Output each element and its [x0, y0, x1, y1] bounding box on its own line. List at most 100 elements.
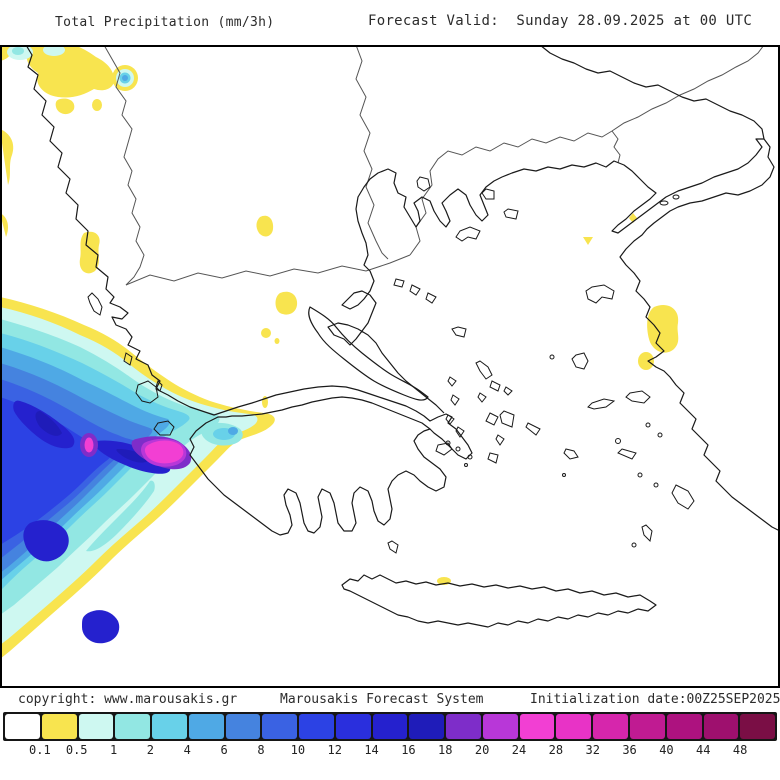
island-kefalonia — [135, 380, 159, 404]
island-tinos — [489, 380, 501, 392]
islet-dodecanese-2 — [657, 432, 663, 438]
colorbar-segment — [41, 714, 77, 739]
colorbar-segment — [5, 714, 40, 739]
island-marmara-2 — [672, 194, 680, 200]
island-serifos — [445, 414, 455, 425]
islands — [87, 176, 695, 554]
map-area — [0, 44, 780, 688]
island-psara — [549, 354, 555, 360]
island-lesbos — [585, 284, 615, 304]
island-kos — [617, 448, 637, 460]
island-kalymnos — [615, 438, 621, 444]
greece-precipitation-map — [0, 44, 780, 688]
colorbar-label: 2 — [146, 743, 155, 757]
colorbar-label: 0.1 — [29, 743, 51, 757]
colorbar-segment — [519, 714, 555, 739]
coastline-west-greece — [25, 44, 473, 460]
island-andros — [475, 360, 493, 380]
colorbar — [3, 712, 777, 741]
init-date-text: Initialization date:00Z25SEP2025 — [530, 692, 780, 707]
island-chios — [571, 352, 589, 370]
colorbar-label: 1 — [109, 743, 118, 757]
island-amorgos — [525, 422, 541, 436]
island-imbros — [503, 208, 519, 220]
island-ikaria — [587, 398, 616, 410]
island-limnos — [455, 226, 481, 242]
island-skopelos — [409, 284, 421, 296]
precipitation-layers — [0, 44, 679, 659]
colorbar-segment — [188, 714, 224, 739]
islet-dodecanese-4 — [653, 482, 659, 488]
colorbar-label: 16 — [401, 743, 416, 757]
island-ios — [495, 434, 505, 446]
colorbar-label: 28 — [548, 743, 564, 757]
island-kasos — [631, 542, 637, 548]
island-spetses — [467, 454, 473, 460]
island-marmara-1 — [659, 200, 669, 206]
islet-dodecanese-1 — [645, 422, 651, 428]
colorbar-label: 4 — [183, 743, 191, 757]
colorbar-label: 44 — [696, 743, 711, 757]
island-zakynthos — [153, 420, 175, 436]
colorbar-label: 0.5 — [65, 743, 88, 757]
colorbar-label: 24 — [511, 743, 527, 757]
system-name-text: Marousakis Forecast System — [280, 692, 484, 707]
colorbar-segment — [703, 714, 739, 739]
islet-b — [562, 473, 566, 477]
colorbar-label: 32 — [585, 743, 600, 757]
island-thasos — [416, 176, 431, 192]
colorbar-labels: 0.1 0.5 1 2 4 6 8 10 12 14 16 18 20 24 28 32 36 40 44 48 — [3, 743, 777, 760]
colorbar-segment — [115, 714, 151, 739]
coastline-evia — [308, 306, 429, 401]
island-hydra — [455, 446, 461, 452]
island-skiathos — [393, 278, 405, 288]
coastline-black-sea — [539, 44, 765, 140]
forecast-valid-text: Forecast Valid: Sunday 28.09.2025 at 00 … — [368, 13, 753, 29]
copyright-text: copyright: www.marousakis.gr — [18, 692, 238, 707]
colorbar-segment — [630, 714, 665, 739]
island-astypalaia — [563, 448, 579, 460]
island-samothraki — [481, 188, 495, 200]
island-naxos — [499, 410, 515, 428]
map-frame — [0, 45, 780, 688]
island-sifnos — [455, 426, 465, 438]
island-santorini — [487, 452, 499, 464]
colorbar-label: 8 — [257, 743, 265, 757]
colorbar-segment — [593, 714, 629, 739]
islet-dodecanese-3 — [637, 472, 643, 478]
colorbar-segment — [152, 714, 187, 739]
colorbar-label: 12 — [327, 743, 342, 757]
island-samos — [625, 390, 651, 404]
island-aegina — [445, 440, 451, 446]
island-kythnos — [450, 394, 460, 406]
colorbar-segment — [446, 714, 481, 739]
island-paros — [485, 412, 499, 426]
colorbar-segment — [225, 714, 261, 739]
colorbar-segment — [740, 714, 776, 739]
colorbar-label: 10 — [290, 743, 306, 757]
colorbar-label: 14 — [364, 743, 379, 757]
colorbar-segment — [372, 714, 408, 739]
colorbar-label: 20 — [474, 743, 490, 757]
header: Total Precipitation (mm/3h) Forecast Val… — [0, 0, 780, 45]
colorbar-segment — [78, 714, 114, 739]
coastline-crete — [341, 574, 657, 628]
island-ithaca — [155, 380, 163, 392]
colorbar-segment — [666, 714, 702, 739]
island-lefkada — [123, 352, 133, 366]
coastlines — [25, 44, 780, 628]
colorbar-label: 36 — [622, 743, 637, 757]
colorbar-segment — [556, 714, 592, 739]
colorbar-segment — [299, 714, 334, 739]
island-rhodes — [671, 484, 695, 510]
coastline-north-aegean — [327, 138, 780, 532]
colorbar-segment — [482, 714, 518, 739]
island-kythira — [387, 540, 399, 554]
island-corfu — [87, 292, 103, 316]
country-borders — [103, 44, 765, 286]
colorbar-label: 18 — [438, 743, 453, 757]
colorbar-label: 48 — [732, 743, 748, 757]
map-title: Total Precipitation (mm/3h) — [55, 15, 275, 30]
colorbar-label: 40 — [659, 743, 674, 757]
island-karpathos — [641, 524, 653, 543]
